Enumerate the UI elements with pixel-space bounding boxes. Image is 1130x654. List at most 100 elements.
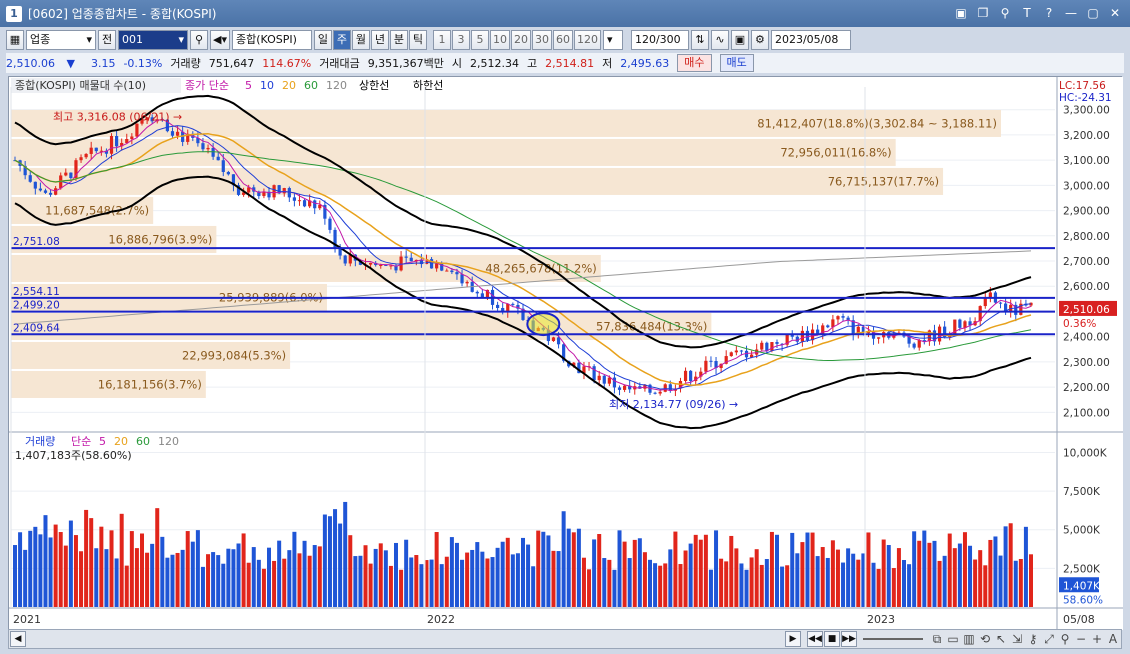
volume-bar — [353, 556, 358, 607]
volume-bar — [734, 548, 739, 607]
volume-bar — [602, 558, 607, 607]
font-size-icon[interactable]: A — [1108, 632, 1118, 646]
volume-bar — [876, 568, 881, 607]
volume-ma-period: 20 — [114, 435, 128, 448]
volume-bar — [216, 555, 221, 607]
volume-bar — [155, 508, 160, 607]
volume-bar — [68, 520, 73, 607]
search-icon[interactable]: ⚲ — [190, 30, 208, 50]
category-select[interactable]: 업종 ▾ — [26, 30, 96, 50]
interval-button[interactable]: 120 — [573, 30, 601, 50]
zoom-icon[interactable]: ⚲ — [1060, 632, 1070, 646]
interval-button[interactable]: 30 — [531, 30, 552, 50]
key-icon[interactable]: ⚷ — [1028, 632, 1038, 646]
volume-bar — [744, 569, 749, 607]
period-tab[interactable]: 월 — [351, 30, 370, 50]
candle-body — [714, 361, 718, 369]
copy-window-icon[interactable]: ❐ — [977, 6, 989, 20]
candle-body — [511, 303, 515, 305]
stop-button[interactable]: ■ — [824, 631, 840, 647]
period-tab[interactable]: 년 — [370, 30, 389, 50]
buy-button[interactable]: 매수 — [677, 54, 712, 72]
interval-button[interactable]: 60 — [552, 30, 573, 50]
window-title: [0602] 업종종합차트 - 종합(KOSPI) — [28, 7, 217, 21]
interval-dropdown[interactable]: ▾ — [602, 30, 623, 50]
screen-icon[interactable]: ▣ — [955, 6, 967, 20]
interval-button[interactable]: 10 — [489, 30, 510, 50]
scroll-right-button[interactable]: ▶ — [785, 631, 801, 647]
layout-icon[interactable]: ▭ — [947, 632, 959, 646]
volume-profile-bar — [11, 254, 601, 282]
period-tab[interactable]: 틱 — [408, 30, 427, 50]
cursor-icon[interactable]: ↖ — [995, 632, 1007, 646]
interval-button[interactable]: 3 — [451, 30, 470, 50]
window-icon[interactable]: ⧉ — [932, 632, 942, 646]
candle-body — [389, 265, 393, 267]
rewind-button[interactable]: ◀◀ — [807, 631, 823, 647]
volume-bar — [536, 530, 541, 607]
volume-bar — [251, 547, 256, 607]
arrow-icon[interactable]: ⇲ — [1011, 632, 1023, 646]
help-icon[interactable]: ? — [1045, 6, 1053, 20]
refresh-icon[interactable]: ⟲ — [979, 632, 991, 646]
period-tab[interactable]: 분 — [389, 30, 408, 50]
volume-bar — [190, 541, 195, 607]
all-button[interactable]: 전 — [98, 30, 116, 50]
candle-body — [435, 263, 439, 269]
candle-body — [231, 174, 236, 186]
chart-scrollbar[interactable]: ◀ ▶ ◀◀ ■ ▶▶ ⧉ ▭ ▥ ⟲ ↖ ⇲ ⚷ ⤢ ⚲ − + A — [8, 629, 1122, 649]
price-tick-label: 2,700.00 — [1063, 256, 1110, 268]
minimize-icon[interactable]: — — [1065, 6, 1077, 20]
volume-bar — [226, 548, 231, 607]
plus-icon[interactable]: + — [1091, 632, 1103, 646]
volume-profile-label: 48,265,678(11.2%) — [485, 261, 596, 275]
volume-bar — [775, 534, 779, 607]
sort-icon[interactable]: ⇅ — [690, 30, 709, 50]
chart-area[interactable]: 3,300.00 3,200.00 3,100.00 3,000.00 2,900.00… — [8, 76, 1123, 630]
volume-bar — [454, 542, 459, 607]
date-field[interactable]: 2023/05/08 ▤ — [770, 30, 851, 64]
forward-button[interactable]: ▶▶ — [841, 631, 857, 647]
interval-button[interactable]: 1 — [432, 30, 451, 50]
pin-icon[interactable]: ⚲ — [1000, 6, 1010, 20]
speaker-icon[interactable]: ◀▾ — [210, 30, 230, 50]
candle-body — [369, 262, 373, 265]
interval-button[interactable]: 20 — [510, 30, 531, 50]
volume-bar — [119, 513, 124, 607]
volume-bar — [825, 557, 830, 607]
volume-bar — [165, 557, 170, 607]
date-field-value: 2023/05/08 — [774, 33, 839, 46]
count-field[interactable]: 120/300 — [630, 30, 689, 50]
candle-body — [343, 255, 347, 264]
candle-body — [414, 259, 418, 262]
close-icon[interactable]: ✕ — [1109, 6, 1121, 20]
candle-body — [729, 352, 733, 357]
gear-icon[interactable]: ⚙ — [750, 30, 769, 50]
ma120-line — [14, 250, 1032, 325]
price-tick-label: 2,300.00 — [1063, 357, 1110, 369]
chart-svg[interactable]: 3,300.00 3,200.00 3,100.00 3,000.00 2,900.00… — [9, 77, 1123, 630]
minus-icon[interactable]: − — [1075, 632, 1087, 646]
volume-bar — [592, 539, 597, 607]
maximize-icon[interactable]: ▢ — [1087, 6, 1099, 20]
candle-body — [175, 131, 180, 136]
legend-box — [11, 78, 181, 93]
save-icon[interactable]: ▣ — [730, 30, 749, 50]
scroll-left-button[interactable]: ◀ — [10, 631, 26, 647]
sell-button[interactable]: 매도 — [719, 54, 754, 72]
zoom-slider[interactable] — [863, 638, 923, 640]
grid-icon[interactable]: ▦ — [6, 30, 24, 50]
font-icon[interactable]: T — [1023, 6, 1031, 20]
period-tab[interactable]: 주 — [332, 30, 351, 50]
period-tab[interactable]: 일 — [313, 30, 332, 50]
volume-bar — [510, 554, 515, 607]
wave-icon[interactable]: ∿ — [710, 30, 729, 50]
volume-bar — [988, 539, 993, 607]
candle-body — [445, 270, 449, 272]
expand-icon[interactable]: ⤢ — [1044, 632, 1054, 646]
bars-icon[interactable]: ▥ — [963, 632, 975, 646]
volume-bar — [648, 559, 652, 607]
volume-bar — [759, 564, 764, 607]
interval-button[interactable]: 5 — [470, 30, 489, 50]
code-input[interactable]: 001 ▾ — [118, 30, 188, 50]
